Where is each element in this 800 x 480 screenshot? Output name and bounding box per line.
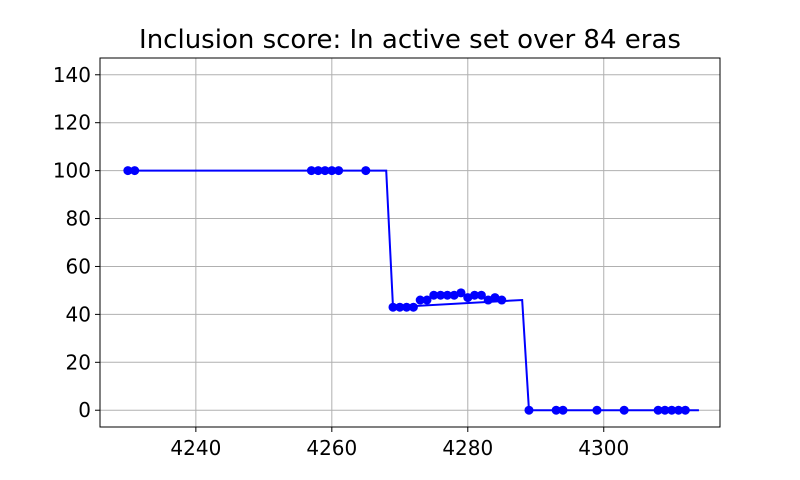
data-point	[306, 166, 316, 176]
data-point	[558, 405, 568, 415]
data-point	[680, 405, 690, 415]
data-point	[436, 290, 446, 300]
x-tick-label: 4260	[306, 436, 357, 460]
data-point	[388, 302, 398, 312]
data-point	[313, 166, 323, 176]
data-point	[415, 295, 425, 305]
y-tick-label: 20	[66, 350, 91, 374]
data-point	[592, 405, 602, 415]
data-point	[395, 302, 405, 312]
x-tick-label: 4240	[170, 436, 221, 460]
data-point	[334, 166, 344, 176]
data-point	[327, 166, 337, 176]
data-point	[320, 166, 330, 176]
y-tick-label: 140	[53, 63, 91, 87]
data-point	[361, 166, 371, 176]
data-point	[449, 290, 459, 300]
chart-title: Inclusion score: In active set over 84 e…	[139, 25, 681, 55]
data-point	[456, 288, 466, 298]
data-point	[402, 302, 412, 312]
data-point	[524, 405, 534, 415]
data-point	[470, 290, 480, 300]
data-point	[551, 405, 561, 415]
axis-ticks: 4240 4260 4280 4300 0 20 40 60 80 100 120 140	[53, 63, 629, 460]
x-tick-label: 4300	[578, 436, 629, 460]
data-point	[408, 302, 418, 312]
y-tick-label: 120	[53, 111, 91, 135]
data-point	[463, 293, 473, 303]
series-line	[127, 169, 699, 412]
series-line-layer	[127, 169, 699, 412]
grid	[100, 58, 720, 427]
data-point	[130, 166, 140, 176]
data-point	[619, 405, 629, 415]
data-point	[660, 405, 670, 415]
y-tick-label: 0	[78, 398, 91, 422]
y-tick-label: 60	[66, 254, 91, 278]
data-point	[490, 293, 500, 303]
series-marker-layer	[123, 166, 690, 415]
data-point	[667, 405, 677, 415]
data-point	[674, 405, 684, 415]
data-point	[476, 290, 486, 300]
data-point	[442, 290, 452, 300]
data-point	[483, 295, 493, 305]
y-tick-label: 40	[66, 302, 91, 326]
y-tick-label: 80	[66, 207, 91, 231]
data-point	[422, 295, 432, 305]
x-tick-label: 4280	[442, 436, 493, 460]
data-point	[653, 405, 663, 415]
data-point	[429, 290, 439, 300]
plot-area-frame	[99, 57, 721, 428]
data-point	[123, 166, 133, 176]
data-point	[497, 295, 507, 305]
y-tick-label: 100	[53, 159, 91, 183]
